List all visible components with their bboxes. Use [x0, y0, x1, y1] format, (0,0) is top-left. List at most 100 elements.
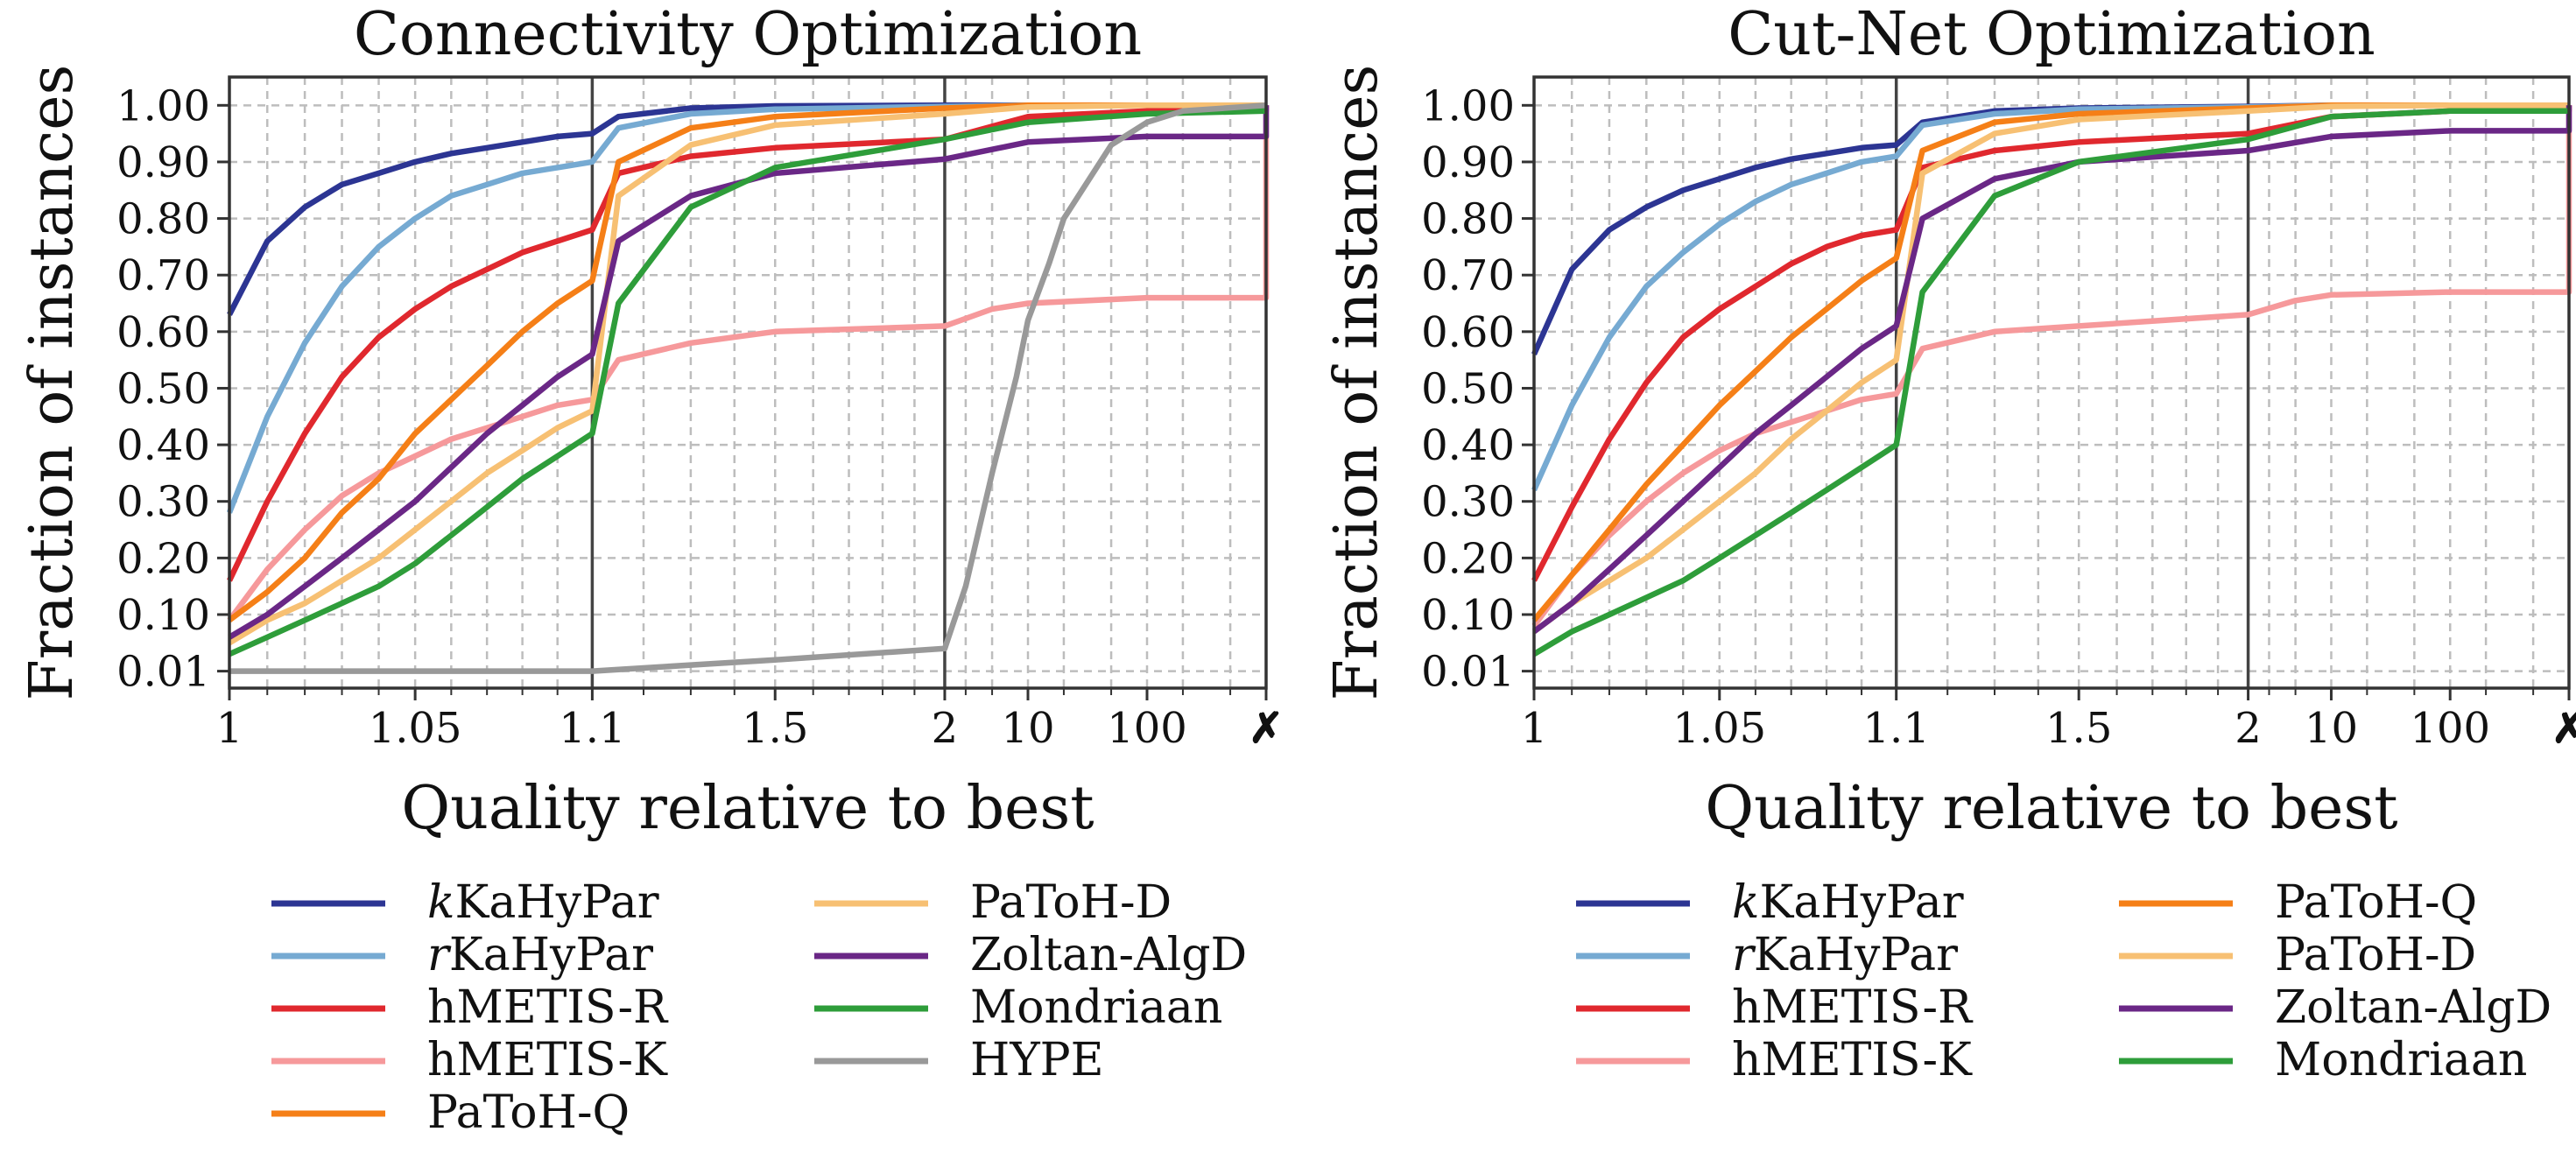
y-axis: 0.01 0.10 0.20 0.30 0.40 0.50 0.60 0.70 0.80 0.90… [1421, 81, 1534, 697]
legend-label: Mondriaan [2275, 1034, 2527, 1086]
legend-item-patoh-d: PaToH-D [2119, 929, 2476, 981]
legend-label: kKaHyPar [427, 876, 659, 929]
x-axis-label: Quality relative to best [401, 774, 1094, 843]
x-tick-label: 1.05 [1672, 704, 1766, 753]
legend-label: kKaHyPar [1732, 876, 1964, 929]
legend-item-patoh-q: PaToH-Q [2119, 876, 2477, 929]
legend-item-mondriaan: Mondriaan [814, 981, 1222, 1034]
legend-label: Zoltan-AlgD [970, 929, 1247, 981]
x-tick-label: ✗ [1249, 704, 1284, 753]
y-axis-label: Fraction of instances [18, 65, 87, 701]
legend-label: PaToH-D [2275, 929, 2476, 981]
series-line-patoh-d [228, 102, 1266, 646]
x-tick-label: 100 [2410, 704, 2490, 753]
y-axis: 0.01 0.10 0.20 0.30 0.40 0.50 0.60 0.70 0.80 0.90… [116, 81, 229, 697]
legend-item-zoltan-algd: Zoltan-AlgD [814, 929, 1247, 981]
legend-item-hmetis-r: hMETIS-R [1576, 981, 1974, 1034]
x-tick-label: 1.1 [559, 704, 625, 753]
series-line-patoh-q [228, 102, 1266, 623]
legend-label: hMETIS-K [1732, 1034, 1973, 1086]
x-tick-label: 1.5 [2045, 704, 2112, 753]
y-tick-label: 0.10 [1421, 591, 1515, 640]
series-line-zoltan-algd [1532, 105, 2572, 635]
legend-label: rKaHyPar [1732, 929, 1958, 981]
y-tick-label: 0.60 [1421, 308, 1515, 357]
chart-panel-1: 0.01 0.10 0.20 0.30 0.40 0.50 0.60 0.70 0.80 0.90… [18, 0, 1284, 1139]
x-tick-label: 1 [216, 704, 243, 753]
legend-label: PaToH-Q [427, 1086, 630, 1139]
y-tick-label: 0.30 [1421, 478, 1515, 527]
legend-label: PaToH-D [970, 876, 1172, 929]
legend-item-kkahypar: kKaHyPar [271, 876, 659, 929]
y-tick-label: 0.70 [116, 251, 210, 300]
y-tick-label: 0.50 [116, 364, 210, 413]
series-group [1531, 102, 2572, 657]
legend-item-rkahypar: rKaHyPar [271, 929, 653, 981]
y-tick-label: 0.40 [1421, 421, 1515, 470]
y-tick-label: 0.90 [116, 138, 210, 187]
legend-label: PaToH-Q [2275, 876, 2477, 929]
series-line-mondriaan [228, 108, 1267, 657]
y-axis-label: Fraction of instances [1322, 65, 1391, 701]
chart-title: Connectivity Optimization [354, 0, 1142, 69]
legend-item-kkahypar: kKaHyPar [1576, 876, 1964, 929]
legend-label: hMETIS-R [427, 981, 669, 1034]
x-tick-label: ✗ [2551, 704, 2576, 753]
x-tick-label: 1.05 [369, 704, 462, 753]
y-tick-label: 0.20 [116, 534, 210, 583]
legend-item-hype: HYPE [814, 1034, 1104, 1086]
y-tick-label: 0.01 [116, 648, 210, 697]
legend-item-hmetis-r: hMETIS-R [271, 981, 669, 1034]
x-axis-label: Quality relative to best [1705, 774, 2397, 843]
legend-item-patoh-q: PaToH-Q [271, 1086, 630, 1139]
x-tick-label: 1.5 [742, 704, 808, 753]
series-line-mondriaan [1532, 108, 2569, 657]
x-axis: 1 1.05 1.1 1.5 2 10 100 ✗ [216, 688, 1284, 753]
y-tick-label: 0.10 [116, 591, 210, 640]
y-tick-label: 0.50 [1421, 364, 1515, 413]
y-tick-label: 0.01 [1421, 648, 1515, 697]
legend-label: Mondriaan [970, 981, 1222, 1034]
legend-item-rkahypar: rKaHyPar [1576, 929, 1958, 981]
legend-item-zoltan-algd: Zoltan-AlgD [2119, 981, 2551, 1034]
y-tick-label: 0.40 [116, 421, 210, 470]
y-tick-label: 0.20 [1421, 534, 1515, 583]
series-line-hmetis-k [1531, 105, 2572, 628]
series-line-hmetis-k [227, 105, 1270, 622]
y-tick-label: 0.70 [1421, 251, 1515, 300]
series-line-patoh-d [1532, 102, 2569, 635]
y-tick-label: 0.60 [116, 308, 210, 357]
y-tick-label: 0.80 [1421, 195, 1515, 244]
legend-label: hMETIS-K [427, 1034, 668, 1086]
legend-label: hMETIS-R [1732, 981, 1974, 1034]
legend-item-hmetis-k: hMETIS-K [1576, 1034, 1973, 1086]
x-tick-label: 1.1 [1863, 704, 1930, 753]
legend-label: HYPE [970, 1034, 1104, 1086]
x-tick-label: 10 [1001, 704, 1054, 753]
plot-frame [228, 75, 1268, 690]
x-tick-label: 1 [1521, 704, 1548, 753]
chart-panel-2: 0.01 0.10 0.20 0.30 0.40 0.50 0.60 0.70 0.80 0.90… [1322, 0, 2576, 1086]
series-line-hype [229, 102, 1267, 674]
x-tick-label: 2 [932, 704, 959, 753]
series-group [226, 102, 1270, 674]
legend-item-patoh-d: PaToH-D [814, 876, 1172, 929]
chart-title: Cut-Net Optimization [1728, 0, 2375, 69]
y-tick-label: 0.80 [116, 195, 210, 244]
x-axis: 1 1.05 1.1 1.5 2 10 100 ✗ [1521, 688, 2576, 753]
y-tick-label: 0.90 [1421, 138, 1515, 187]
y-tick-label: 1.00 [116, 81, 210, 130]
grid [1534, 77, 2569, 688]
legend-item-mondriaan: Mondriaan [2119, 1034, 2527, 1086]
legend-label: Zoltan-AlgD [2275, 981, 2551, 1034]
x-tick-label: 100 [1107, 704, 1187, 753]
legend-item-hmetis-k: hMETIS-K [271, 1034, 668, 1086]
grid [229, 77, 1266, 688]
series-line-hmetis-r [227, 105, 1270, 582]
series-line-zoltan-algd [228, 105, 1270, 640]
x-tick-label: 10 [2305, 704, 2358, 753]
y-tick-label: 1.00 [1421, 81, 1515, 130]
